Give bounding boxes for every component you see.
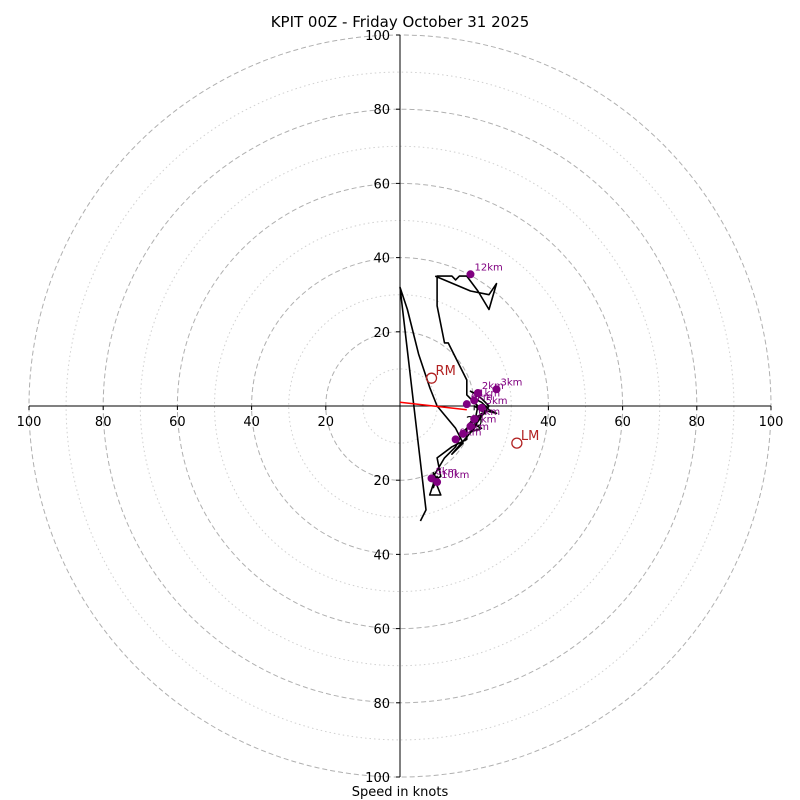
x-tick-label: 100: [759, 415, 784, 430]
height-marker-label: 2km: [482, 381, 504, 392]
hodograph-line: [399, 275, 498, 522]
height-marker-point: [462, 400, 471, 409]
height-marker-label: 10km: [441, 470, 469, 481]
height-marker-label: 6km: [471, 392, 493, 403]
x-tick-label: 80: [689, 415, 706, 430]
x-tick-label: 60: [169, 415, 186, 430]
height-marker-point: [470, 396, 479, 405]
y-tick-label: 80: [373, 103, 390, 118]
y-tick-label: 40: [373, 548, 390, 563]
height-marker-label: 12km: [474, 262, 502, 273]
storm-motion-label: RM: [436, 364, 456, 379]
height-marker-label: 1km: [478, 388, 500, 399]
y-tick-label: 100: [365, 771, 390, 786]
x-tick-label: 100: [17, 415, 42, 430]
x-tick-label: 60: [614, 415, 631, 430]
height-marker-point: [477, 403, 486, 412]
storm-motion-label: LM: [521, 429, 539, 444]
height-marker-point: [433, 478, 442, 487]
height-marker-point: [470, 414, 479, 423]
y-tick-label: 20: [373, 474, 390, 489]
y-tick-label: 80: [373, 697, 390, 712]
x-tick-label: 40: [540, 415, 557, 430]
height-marker-label: 8km: [436, 466, 458, 477]
chart-title: KPIT 00Z - Friday October 31 2025: [271, 13, 530, 31]
storm-motion-markers: RM LM: [425, 364, 539, 449]
hodograph-trace: [399, 275, 498, 522]
height-marker-point: [427, 474, 436, 483]
y-tick-label: 20: [373, 326, 390, 341]
axes: [29, 35, 771, 777]
height-marker-point: [459, 429, 468, 438]
height-marker-point: [451, 435, 460, 444]
y-tick-label: 100: [365, 29, 390, 44]
y-tick-label: 40: [373, 252, 390, 267]
x-axis-label: Speed in knots: [352, 785, 449, 800]
mean-wind-vector: [399, 401, 467, 411]
x-tick-label: 20: [318, 415, 335, 430]
height-marker-label: 5km: [486, 396, 508, 407]
height-marker-label: 9km: [460, 427, 482, 438]
x-tick-label: 80: [95, 415, 112, 430]
y-tick-label: 60: [373, 177, 390, 192]
mean-wind: [399, 401, 467, 411]
storm-motion-point: [425, 372, 438, 384]
height-marker-point: [466, 422, 475, 431]
height-marker-point: [466, 270, 475, 279]
x-tick-label: 40: [243, 415, 260, 430]
storm-motion-point: [511, 437, 523, 449]
height-marker-label: 7km: [474, 414, 496, 425]
height-marker-point: [473, 389, 482, 398]
height-marker-label: 3km: [500, 377, 522, 388]
y-tick-label: 60: [373, 623, 390, 638]
height-marker-label: 0km: [478, 407, 500, 418]
height-marker-label: 4km: [467, 422, 489, 433]
height-marker-point: [492, 385, 501, 394]
